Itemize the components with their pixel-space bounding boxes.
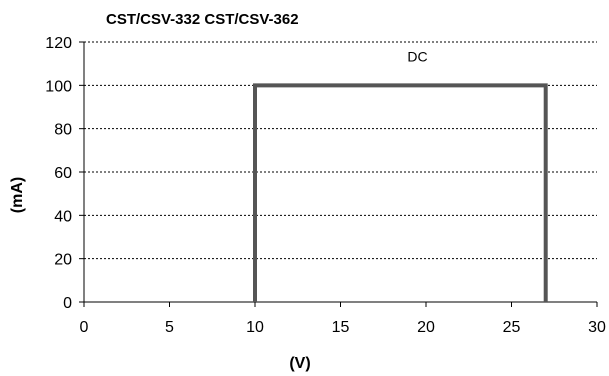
x-tick-label-5: 25: [503, 319, 521, 336]
y-tick-label-6: 120: [45, 35, 72, 52]
x-tick-label-2: 10: [246, 319, 264, 336]
y-tick-label-4: 80: [54, 122, 72, 139]
x-tick-label-3: 15: [332, 319, 350, 336]
chart-title: CST/CSV-332 CST/CSV-362: [106, 11, 299, 28]
grid: [84, 41, 597, 260]
x-tick-labels: 0 5 10 15 20 25 30: [80, 319, 606, 336]
y-tick-labels: 0 20 40 60 80 100 120: [45, 35, 72, 312]
x-tick-label-1: 5: [165, 319, 174, 336]
y-axis-label: (mA): [9, 177, 26, 213]
y-tick-label-2: 40: [54, 208, 72, 225]
y-tick-label-1: 20: [54, 252, 72, 269]
annotation-0: DC: [407, 49, 427, 65]
y-tick-label-3: 60: [54, 165, 72, 182]
series-group: [253, 83, 548, 302]
x-tick-label-4: 20: [417, 319, 435, 336]
axes: [79, 41, 598, 307]
x-tick-label-0: 0: [80, 319, 89, 336]
x-tick-label-6: 30: [588, 319, 606, 336]
series-line-0: [253, 83, 548, 302]
annotations: DC: [407, 49, 427, 65]
y-tick-label-5: 100: [45, 78, 72, 95]
x-axis-label: (V): [289, 355, 310, 372]
y-tick-label-0: 0: [63, 295, 72, 312]
